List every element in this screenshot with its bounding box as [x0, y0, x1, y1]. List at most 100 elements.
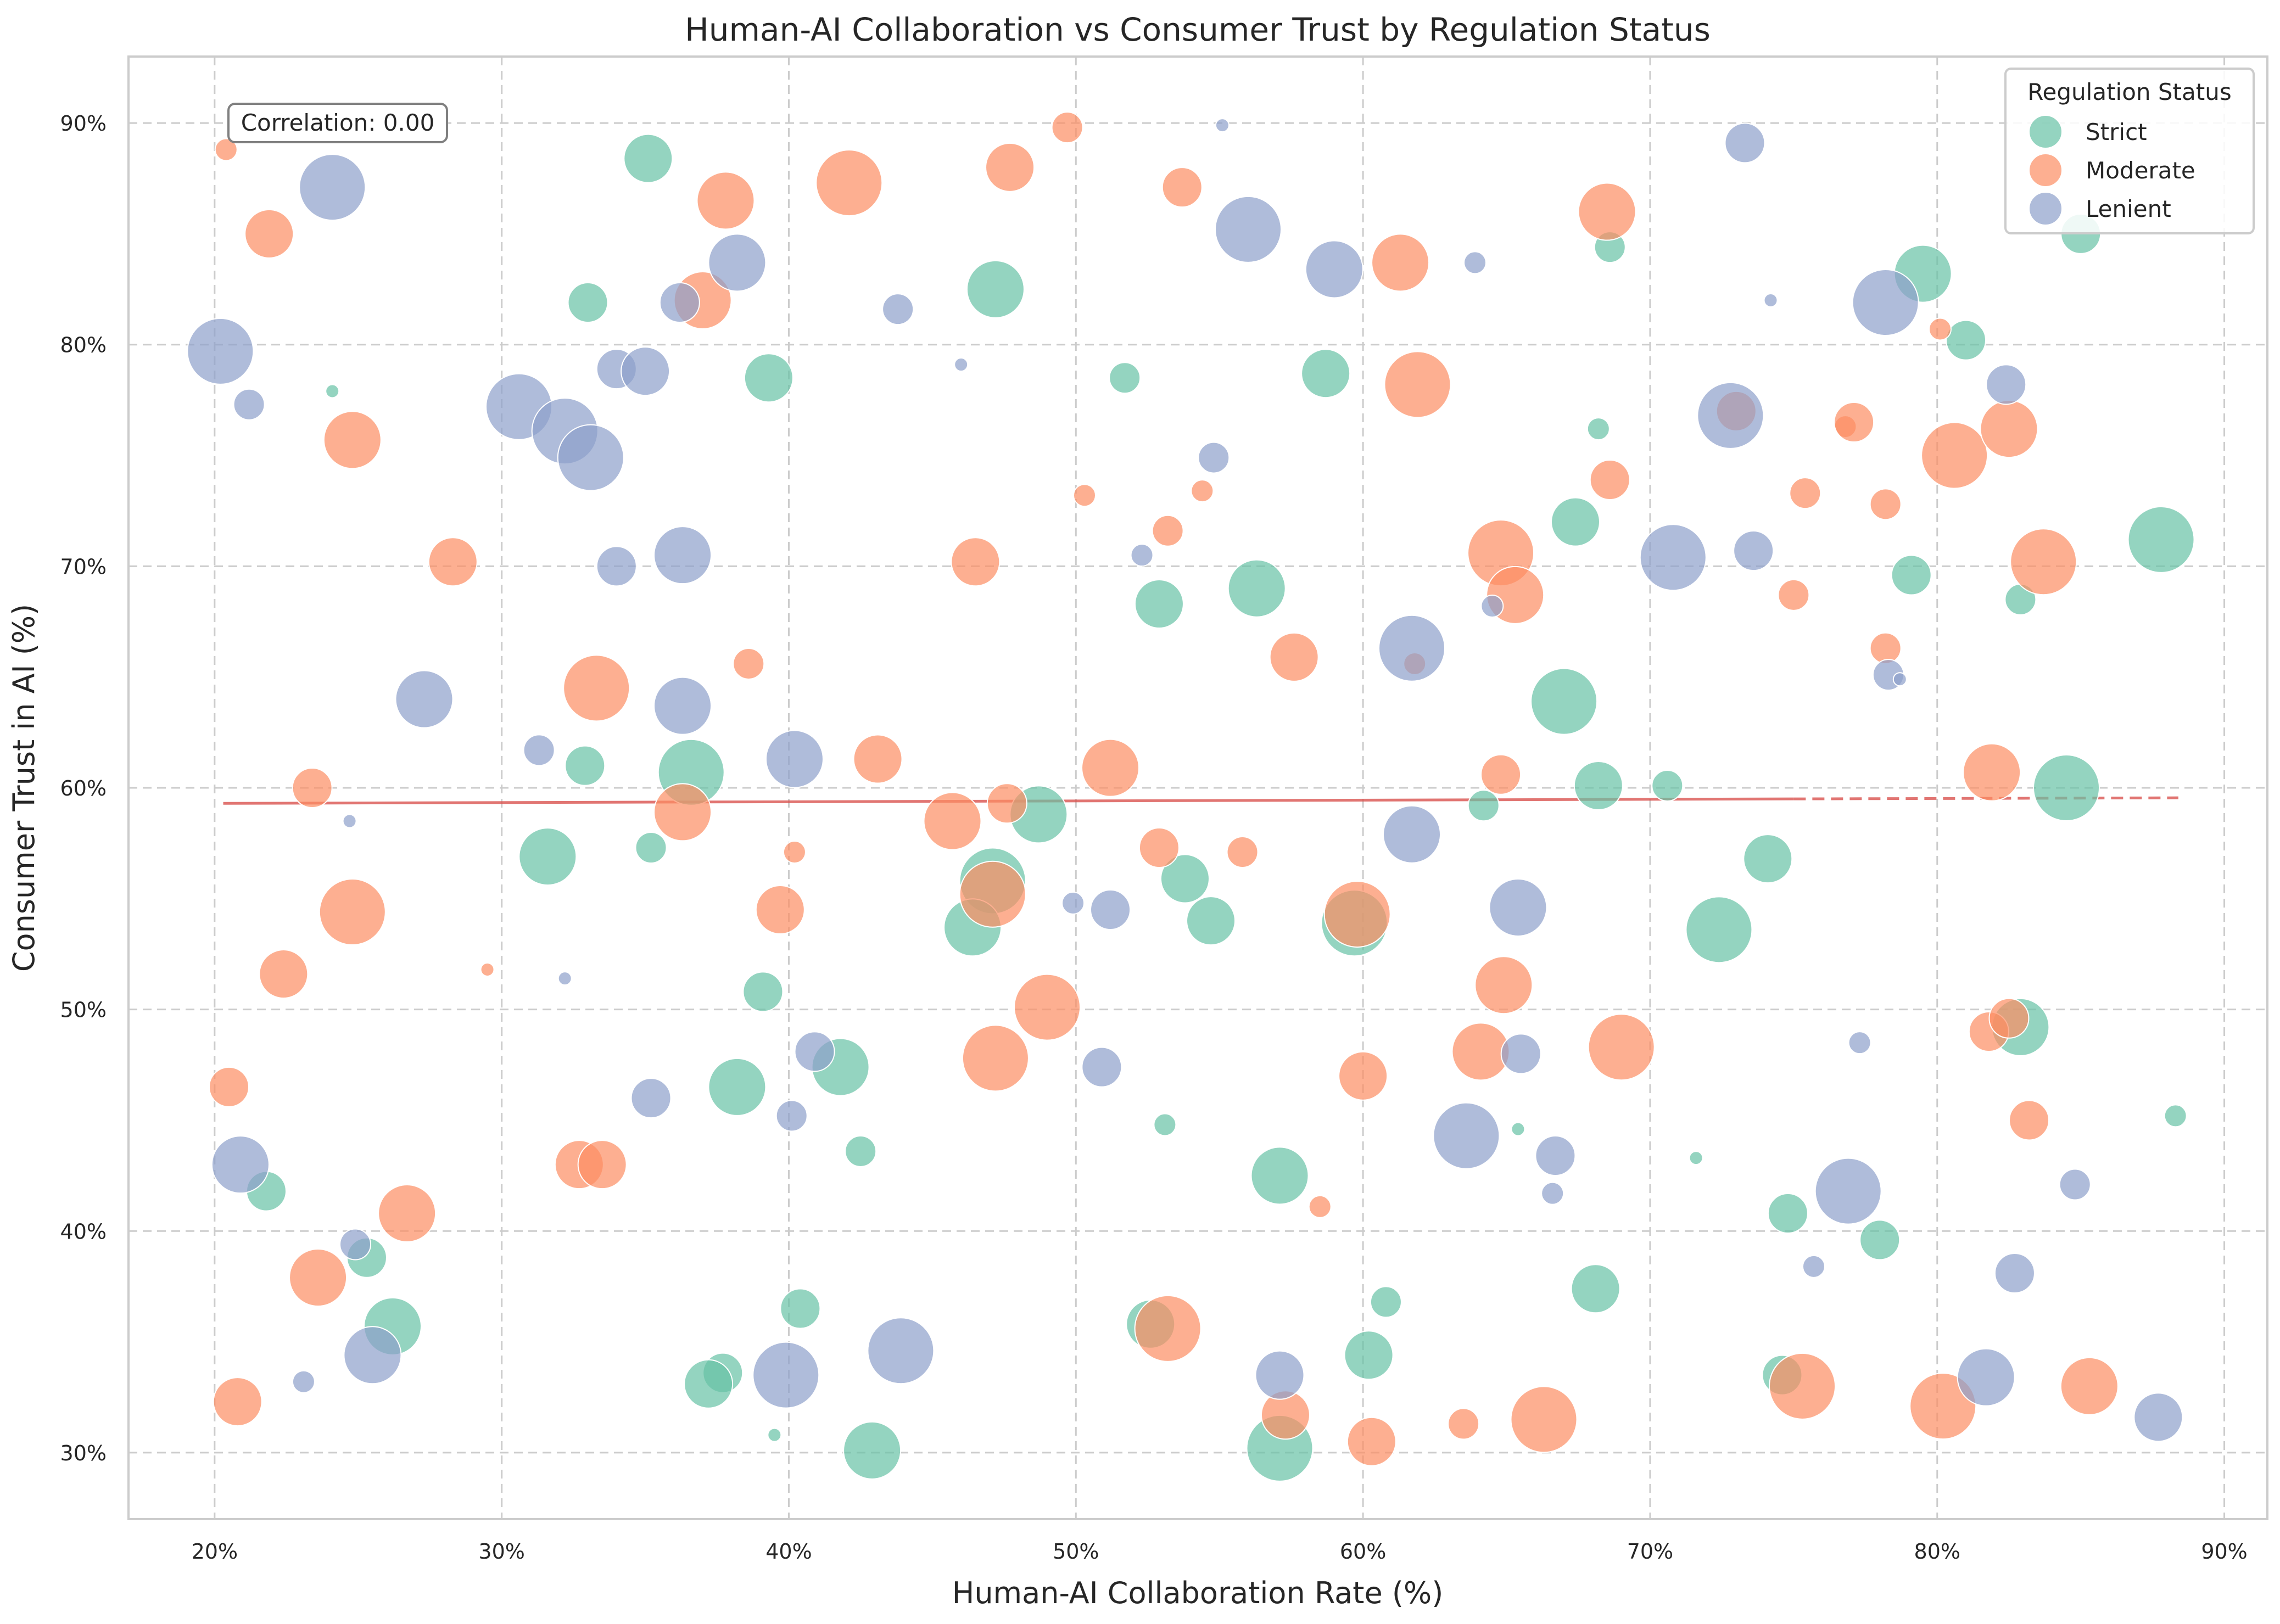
data-point: [1541, 1181, 1564, 1205]
data-point: [1346, 1416, 1396, 1466]
data-point: [923, 792, 982, 850]
data-point: [213, 1377, 262, 1427]
legend-label: Strict: [2086, 119, 2147, 145]
data-point: [815, 149, 883, 217]
data-point: [1138, 827, 1180, 868]
data-point: [1869, 632, 1902, 664]
data-point: [867, 1317, 935, 1385]
data-point: [1198, 441, 1230, 474]
y-tick-label: 90%: [60, 111, 107, 136]
data-point: [2010, 528, 2077, 596]
data-point: [1323, 881, 1391, 948]
data-point: [523, 734, 555, 766]
data-point: [1551, 497, 1601, 547]
data-point: [986, 783, 1027, 824]
data-points: [187, 111, 2195, 1482]
data-point: [1743, 834, 1793, 884]
data-point: [845, 1135, 877, 1167]
data-point: [1980, 400, 2038, 458]
data-point: [567, 282, 608, 323]
data-point: [775, 1100, 808, 1132]
data-point: [395, 670, 454, 729]
data-point: [755, 885, 805, 934]
data-point: [1697, 382, 1764, 449]
chart-title: Human-AI Collaboration vs Consumer Trust…: [685, 11, 1711, 48]
data-point: [292, 768, 333, 808]
y-tick-label: 40%: [60, 1219, 107, 1244]
data-point: [1160, 854, 1210, 904]
data-point: [2009, 1100, 2050, 1141]
data-point: [1301, 349, 1351, 399]
data-point: [1153, 1113, 1177, 1136]
data-point: [1308, 1195, 1332, 1218]
data-point: [2164, 1104, 2187, 1128]
data-point: [684, 1359, 734, 1409]
data-point: [1215, 118, 1230, 133]
data-point: [1378, 614, 1445, 682]
data-point: [1639, 524, 1707, 591]
data-point: [1227, 559, 1286, 618]
data-point: [1689, 1151, 1703, 1166]
data-point: [853, 734, 903, 784]
data-point: [2060, 1357, 2119, 1415]
data-point: [1588, 1013, 1655, 1081]
data-point: [2127, 506, 2195, 573]
data-point: [259, 949, 309, 999]
legend-marker: [2028, 153, 2063, 187]
data-point: [1467, 789, 1500, 822]
data-point: [187, 317, 254, 385]
data-point: [1305, 240, 1363, 299]
data-point: [1986, 364, 2027, 405]
data-point: [1848, 1031, 1871, 1055]
data-point: [733, 647, 765, 680]
legend-title: Regulation Status: [2027, 79, 2231, 105]
data-point: [1724, 122, 1765, 164]
data-point: [480, 962, 495, 977]
data-point: [1778, 579, 1810, 611]
x-axis-label: Human-AI Collaboration Rate (%): [952, 1576, 1444, 1610]
gridlines: [128, 57, 2267, 1519]
legend-items: Strict Moderate Lenient: [2028, 115, 2195, 226]
data-point: [1134, 579, 1184, 629]
y-tick-label: 70%: [60, 555, 107, 579]
data-point: [1957, 1348, 2015, 1407]
x-tick-label: 40%: [765, 1539, 812, 1564]
data-point: [959, 860, 1026, 928]
data-point: [1191, 479, 1214, 503]
data-point: [765, 730, 824, 788]
data-point: [1186, 896, 1236, 946]
x-tick-label: 20%: [192, 1539, 238, 1564]
data-point: [1250, 1146, 1309, 1205]
data-point: [783, 841, 806, 864]
data-point: [1530, 668, 1598, 735]
data-point: [299, 154, 366, 221]
data-point: [623, 133, 673, 183]
data-point: [1109, 362, 1141, 394]
data-point: [1152, 514, 1184, 547]
data-point: [1573, 760, 1623, 810]
data-point: [1255, 1350, 1305, 1400]
data-point: [577, 1140, 627, 1190]
data-point: [1130, 544, 1154, 567]
x-tick-label: 80%: [1914, 1539, 1960, 1564]
data-point: [1891, 555, 1932, 596]
data-point: [1589, 459, 1630, 500]
data-point: [985, 142, 1035, 192]
data-point: [1480, 754, 1522, 795]
data-point: [233, 388, 265, 421]
data-point: [1072, 484, 1096, 507]
legend-marker: [2028, 192, 2063, 226]
data-point: [1433, 1102, 1500, 1169]
data-point: [557, 971, 572, 986]
data-point: [1834, 402, 1875, 443]
data-point: [1344, 1330, 1394, 1380]
data-point: [1463, 251, 1487, 275]
data-point: [211, 1135, 270, 1194]
data-point: [1994, 1252, 2035, 1293]
data-point: [1909, 1373, 1977, 1440]
data-point: [343, 1326, 402, 1385]
series-moderate: [208, 111, 2119, 1466]
data-point: [1500, 1033, 1541, 1074]
